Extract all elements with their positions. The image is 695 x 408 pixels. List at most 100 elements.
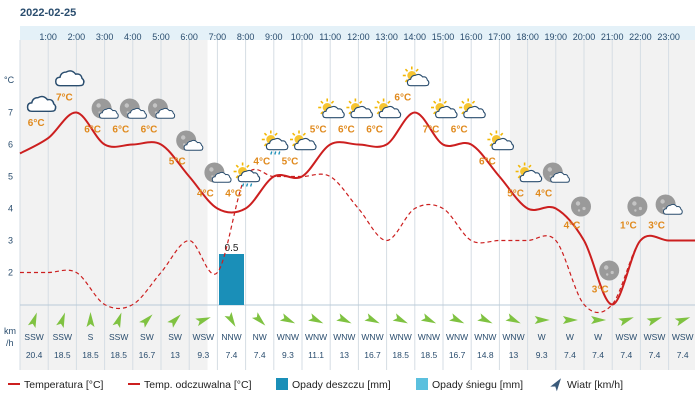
rain-amount-label: 0.5: [225, 243, 239, 254]
hour-label: 8:00: [237, 32, 255, 42]
hour-label: 3:00: [96, 32, 114, 42]
moon-crater: [96, 103, 101, 108]
wind-speed-label: 13: [340, 350, 350, 360]
wind-direction-arrow: [646, 317, 663, 327]
wind-direction-arrow: [392, 313, 408, 324]
wind-arrow-shape: [392, 313, 408, 324]
temperature-lines: [19, 111, 695, 314]
wind-speed-label: 18.5: [392, 350, 409, 360]
wind-direction-label: SSW: [53, 332, 72, 342]
temperature-value-label: 1°C: [620, 221, 637, 232]
wind-direction-label: WNW: [333, 332, 355, 342]
y-tick-label: 5: [8, 172, 13, 182]
wind-arrow-shape: [167, 314, 181, 328]
wind-direction-label: WNW: [474, 332, 496, 342]
temperature-value-label: 6°C: [479, 157, 496, 168]
wind-arrow-shape: [674, 317, 691, 327]
temperature-value-label: 6°C: [28, 118, 45, 129]
wind-speed-label: 18.5: [54, 350, 71, 360]
wind-arrow-shape: [308, 313, 324, 324]
raindrop: [249, 183, 253, 187]
night-partly-cloudy-icon: [655, 194, 683, 215]
wind-direction-arrow: [224, 311, 236, 327]
cloud-shape-group: [265, 137, 289, 151]
hour-label: 12:00: [347, 32, 370, 42]
moon-crater: [606, 273, 609, 276]
moon-crater: [577, 209, 581, 212]
moon-crater: [547, 167, 552, 172]
cloud-shape: [406, 73, 430, 87]
raindrop: [270, 151, 273, 155]
sun-ray: [330, 100, 335, 104]
rain-bar: [219, 254, 244, 305]
temperature-value-label: 6°C: [366, 125, 383, 136]
sun-ray: [433, 111, 437, 115]
wind-direction-arrow: [279, 313, 296, 324]
temperature-value-label: 6°C: [394, 93, 411, 104]
moon-crater: [124, 103, 129, 108]
temperature-value-label: 7°C: [423, 125, 440, 136]
cloud-shape: [99, 107, 119, 119]
cloud-shape-group: [237, 169, 261, 183]
cloud-shape: [463, 105, 486, 119]
wind-direction-arrow: [308, 313, 324, 324]
raindrop: [278, 151, 281, 155]
wind-direction-arrow: [112, 312, 122, 328]
wind-direction-arrow: [562, 316, 578, 324]
moon-icon: [571, 196, 591, 217]
wind-arrow-shape: [477, 313, 493, 324]
temperature-value-label: 6°C: [112, 125, 129, 136]
cloud-shape: [519, 169, 543, 183]
legend-swatch-box: [416, 378, 428, 390]
wind-direction-arrow: [674, 317, 691, 327]
moon-crater: [610, 270, 614, 275]
moon-crater: [152, 103, 158, 108]
sun-cloud-icon: [374, 98, 402, 119]
night-partly-cloudy-icon: [204, 162, 232, 183]
wind-direction-label: WNW: [361, 332, 383, 342]
moon-crater: [604, 265, 609, 270]
wind-speed-label: 13: [170, 350, 180, 360]
moon-disc: [599, 260, 620, 281]
cloud-shape: [127, 107, 147, 119]
hour-label: 17:00: [488, 32, 511, 42]
wind-direction-arrow: [139, 314, 153, 328]
moon-crater: [582, 206, 586, 211]
wind-arrow-shape: [56, 312, 66, 328]
wind-direction-label: SW: [140, 332, 154, 342]
night-shade-early: [20, 40, 208, 370]
sun-cloud-icon: [290, 130, 317, 151]
temperature-value-label: 3°C: [592, 285, 609, 296]
wind-arrow-shape: [618, 317, 634, 327]
sun-ray: [433, 100, 437, 104]
cloud-shape: [350, 105, 373, 119]
sun-ray: [443, 100, 447, 104]
moon-disc: [627, 196, 648, 217]
cloud-shape: [26, 95, 57, 113]
hour-label: 6:00: [180, 32, 198, 42]
temperature-value-label: 4°C: [535, 189, 552, 200]
cloud-shape-group: [491, 137, 514, 151]
wind-direction-arrow: [534, 316, 550, 324]
cloud-shape: [155, 107, 176, 119]
wind-direction-label: WNW: [305, 332, 327, 342]
sun-ray: [517, 175, 521, 179]
sun-ray: [404, 79, 409, 83]
precipitation-bars: 0.5: [219, 243, 244, 305]
night-partly-cloudy-icon: [542, 162, 570, 183]
cloud-shape: [265, 137, 289, 151]
sun-ray: [320, 100, 324, 104]
wind-direction-label: SSW: [24, 332, 43, 342]
temperature-value-label: 5°C: [507, 189, 524, 200]
wind-direction-label: SSW: [109, 332, 128, 342]
cloud-shape-group: [211, 171, 232, 183]
temperature-value-label: 6°C: [84, 125, 101, 136]
wind-direction-arrow: [505, 313, 521, 324]
hour-label: 9:00: [265, 32, 283, 42]
wind-speed-label: 18.5: [421, 350, 438, 360]
cloud-shape-group: [519, 169, 543, 183]
wind-direction-label: W: [594, 332, 602, 342]
y-tick-label: 3: [8, 236, 13, 246]
wind-speed-label: 16.7: [364, 350, 381, 360]
